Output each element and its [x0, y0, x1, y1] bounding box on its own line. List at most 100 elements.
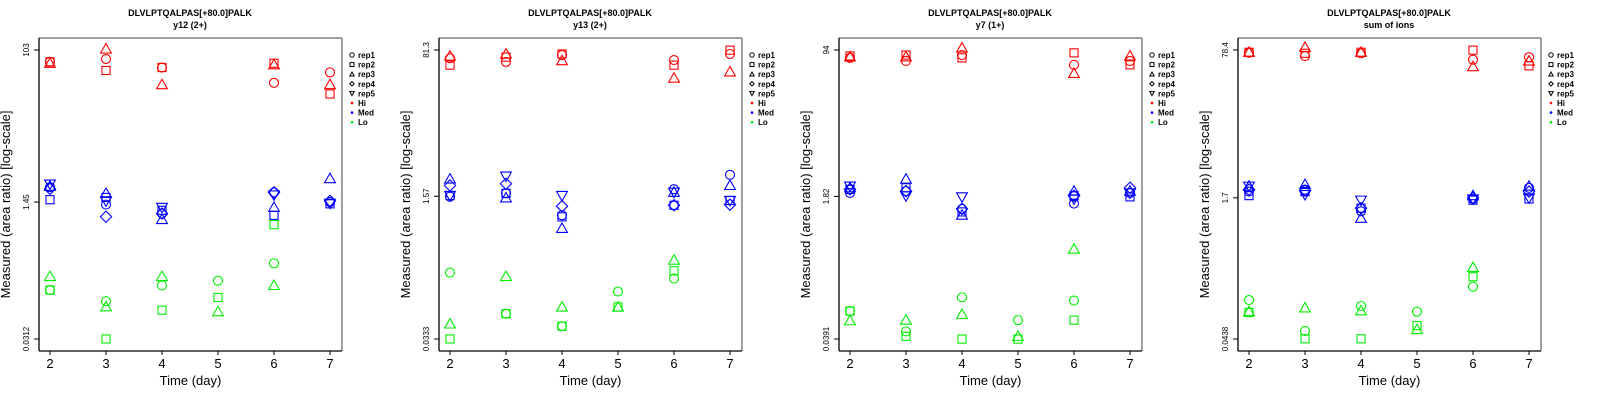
data-point-lo-rep1 — [1411, 306, 1423, 317]
x-tick-label: 4 — [558, 356, 565, 371]
legend-item-hi: Hi — [1549, 99, 1565, 108]
data-point-hi-rep1 — [100, 53, 112, 65]
data-point-med-rep2 — [957, 207, 967, 217]
data-point-lo-rep3 — [611, 300, 625, 312]
legend-item-rep1: rep1 — [1548, 51, 1574, 60]
data-point-hi-rep1 — [668, 54, 680, 66]
legend-item-rep4: rep4 — [749, 80, 775, 89]
legend-label: rep4 — [358, 80, 375, 89]
data-point-med-rep4 — [667, 198, 681, 212]
data-point-med-rep3 — [1298, 178, 1312, 190]
y-tick-label: 103 — [22, 43, 31, 57]
data-point-med-rep4 — [1522, 185, 1536, 198]
chart-panel-2: DLVLPTQALPAS[+80.0]PALK y13 (2+) 81.3 1.57 0… — [398, 8, 775, 388]
legend-triangle-up-icon — [1547, 70, 1555, 77]
legend-label: rep5 — [1158, 89, 1175, 98]
legend-dot-icon — [750, 111, 754, 114]
legend-item-rep5: rep5 — [348, 89, 375, 98]
x-tick-label: 6 — [270, 356, 277, 371]
data-point-lo-rep2 — [557, 321, 567, 331]
legend-label: rep3 — [1557, 70, 1574, 79]
legend-triangle-down-icon — [1547, 91, 1555, 97]
data-point-med-rep2 — [45, 195, 55, 205]
legend-dot-icon — [1150, 101, 1154, 105]
data-point-lo-rep3 — [1067, 242, 1081, 254]
legend-item-rep3: rep3 — [1547, 70, 1574, 79]
legend-label: rep3 — [358, 70, 375, 79]
data-point-lo-rep2 — [501, 309, 511, 319]
data-point-lo-rep2 — [901, 331, 911, 341]
x-tick-label: 4 — [158, 356, 165, 371]
data-point-hi-rep2 — [1300, 48, 1310, 58]
legend-label: rep5 — [358, 89, 375, 98]
legend-dot-icon — [350, 101, 354, 105]
data-point-hi-rep2 — [1069, 48, 1079, 58]
data-point-lo-rep2 — [957, 334, 967, 344]
legend-item-lo: Lo — [350, 118, 368, 127]
legend-dot-icon — [750, 120, 754, 124]
y-axis-label: Measured (area ratio) [log-scale] — [0, 111, 13, 299]
data-point-hi-rep3 — [267, 58, 281, 70]
data-point-med-rep2 — [557, 212, 567, 222]
x-axis-label: Time (day) — [560, 373, 622, 388]
data-point-med-rep5 — [443, 190, 457, 203]
legend-item-hi: Hi — [750, 99, 766, 108]
data-point-lo-rep3 — [99, 300, 113, 312]
x-tick-label: 3 — [102, 356, 109, 371]
data-point-hi-rep3 — [499, 47, 513, 59]
legend-label: Lo — [358, 118, 368, 127]
legend-diamond-icon — [1548, 80, 1554, 87]
data-point-hi-rep3 — [1354, 45, 1368, 57]
data-point-med-rep2 — [269, 210, 279, 220]
y-tick-label: 1.45 — [22, 194, 31, 210]
data-point-lo-rep3 — [1410, 323, 1424, 335]
legend-item-med: Med — [750, 109, 774, 118]
legend-dot-icon — [1150, 111, 1154, 114]
data-point-hi-rep3 — [899, 50, 913, 62]
legend-item-rep5: rep5 — [1148, 89, 1175, 98]
legend-label: rep1 — [1158, 51, 1175, 60]
legend-label: rep2 — [358, 61, 375, 70]
data-point-med-rep5 — [1123, 188, 1137, 200]
data-point-med-rep5 — [723, 195, 737, 207]
x-tick-label: 6 — [1469, 356, 1476, 371]
data-point-med-rep5 — [555, 190, 569, 203]
data-point-med-rep4 — [499, 177, 513, 191]
y-axis-label: Measured (area ratio) [log-scale] — [398, 111, 413, 299]
data-point-lo-rep2 — [1300, 334, 1310, 344]
legend-label: Med — [1158, 109, 1174, 118]
x-axis-label: Time (day) — [960, 373, 1022, 388]
data-point-hi-rep3 — [667, 71, 681, 83]
legend-circle-icon — [749, 52, 755, 58]
data-point-med-rep5 — [267, 190, 281, 202]
chart-panel-3: DLVLPTQALPAS[+80.0]PALK y7 (1+) 94 1.82 0.03… — [798, 8, 1175, 388]
legend-label: rep2 — [758, 61, 775, 70]
legend-diamond-icon — [749, 80, 755, 87]
data-point-hi-rep2 — [669, 60, 679, 70]
x-tick-label: 4 — [1357, 356, 1364, 371]
data-point-lo-rep3 — [1011, 329, 1025, 341]
legend-label: rep1 — [758, 51, 775, 60]
data-point-hi-rep3 — [1298, 40, 1312, 52]
x-tick-label: 6 — [670, 356, 677, 371]
data-point-lo-rep3 — [955, 307, 969, 319]
data-point-hi-rep3 — [555, 54, 569, 66]
data-point-hi-rep3 — [155, 78, 169, 90]
legend-label: rep5 — [758, 89, 775, 98]
data-point-hi-rep2 — [157, 62, 167, 73]
legend-dot-icon — [350, 111, 354, 114]
data-point-hi-rep2 — [957, 53, 967, 63]
legend-square-icon — [349, 62, 355, 68]
data-point-lo-rep2 — [213, 292, 223, 303]
legend-item-rep2: rep2 — [749, 61, 775, 70]
data-point-med-rep5 — [323, 198, 337, 210]
data-point-hi-rep1 — [1467, 54, 1479, 65]
data-point-med-rep4 — [1067, 189, 1081, 203]
data-point-med-rep5 — [667, 187, 681, 199]
data-point-med-rep3 — [899, 172, 913, 184]
legend-label: rep4 — [1158, 80, 1175, 89]
legend-item-rep1: rep1 — [1149, 51, 1175, 60]
legend-square-icon — [1149, 62, 1155, 68]
data-point-med-rep4 — [955, 202, 969, 216]
legend-circle-icon — [1149, 52, 1155, 58]
